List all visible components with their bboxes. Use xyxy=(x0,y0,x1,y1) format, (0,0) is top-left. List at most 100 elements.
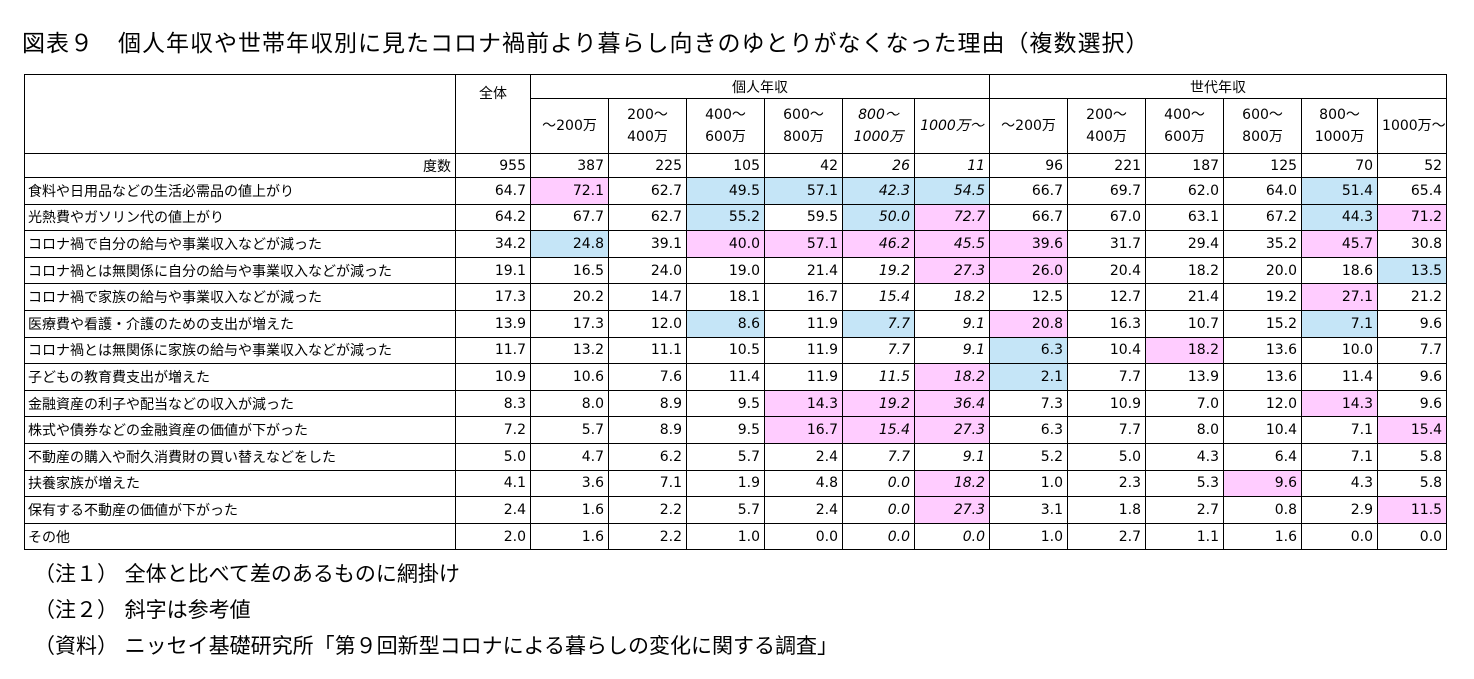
value-cell: 66.7 xyxy=(989,177,1069,205)
value-cell: 11.5 xyxy=(842,363,915,391)
value-cell: 18.2 xyxy=(913,283,991,311)
value-cell: 7.7 xyxy=(842,309,915,338)
table-row: 扶養家族が増えた 4.1 3.6 7.1 1.9 4.8 0.0 18.2 1.0 2.3 5.3 9… xyxy=(24,469,1448,498)
note-2: （注２） 斜字は参考値 xyxy=(34,598,251,622)
value-cell: 2.4 xyxy=(764,442,843,471)
value-cell: 7.7 xyxy=(842,336,915,365)
table-row: コロナ禍で家族の給与や事業収入などが減った 17.3 20.2 14.7 18.1 16.… xyxy=(24,283,1448,311)
value-cell: 12.0 xyxy=(608,309,687,338)
page-title: 図表９ 個人年収や世帯年収別に見たコロナ禍前より暮らし向きのゆとりがなくなった理… xyxy=(22,31,1150,57)
value-cell: 7.0 xyxy=(1145,389,1225,418)
value-cell: 50.0 xyxy=(842,203,915,232)
value-cell: 39.6 xyxy=(989,230,1069,258)
value-cell: 64.7 xyxy=(455,177,531,205)
value-cell: 1.1 xyxy=(1145,522,1225,551)
col-header-line: 800万 xyxy=(1242,129,1283,145)
value-cell: 30.8 xyxy=(1377,230,1448,258)
value-cell: 1.9 xyxy=(686,469,765,498)
personal-income-col-header: 400～ 600万 xyxy=(686,98,765,154)
value-cell: 9.5 xyxy=(686,389,765,418)
value-cell: 0.0 xyxy=(1377,522,1448,551)
value-cell: 10.6 xyxy=(530,363,609,391)
value-cell: 0.0 xyxy=(842,522,915,551)
value-cell: 15.4 xyxy=(842,283,915,311)
value-cell: 7.6 xyxy=(608,363,687,391)
value-cell: 11.9 xyxy=(764,336,843,365)
value-cell: 72.1 xyxy=(530,177,609,205)
table-row: コロナ禍とは無関係に家族の給与や事業収入などが減った 11.7 13.2 11.1 10… xyxy=(24,336,1448,365)
value-cell: 21.4 xyxy=(1145,283,1225,311)
value-cell: 10.0 xyxy=(1301,336,1379,365)
value-cell: 63.1 xyxy=(1145,203,1225,232)
value-cell: 10.5 xyxy=(686,336,765,365)
personal-income-col-header: 800～ 1000万 xyxy=(842,98,915,154)
table-row: 子どもの教育費支出が増えた 10.9 10.6 7.6 11.4 11.9 11.5 18.2… xyxy=(24,363,1448,391)
value-cell: 12.5 xyxy=(989,283,1069,311)
value-cell: 71.2 xyxy=(1377,203,1448,232)
value-cell: 44.3 xyxy=(1301,203,1379,232)
col-header-line: 1000万～ xyxy=(920,118,984,134)
table-row: 株式や債券などの金融資産の価値が下がった 7.2 5.7 8.9 9.5 16.7 15.4… xyxy=(24,416,1448,444)
value-cell: 5.2 xyxy=(989,442,1069,471)
value-cell: 12.7 xyxy=(1067,283,1147,311)
value-cell: 8.9 xyxy=(608,389,687,418)
row-label: 光熱費やガソリン代の値上がり xyxy=(24,203,456,232)
value-cell: 5.7 xyxy=(686,496,765,524)
table-row: 光熱費やガソリン代の値上がり 64.2 67.7 62.7 55.2 59.5 50.0 72… xyxy=(24,203,1448,232)
value-cell: 62.7 xyxy=(608,177,687,205)
value-cell: 3.6 xyxy=(530,469,609,498)
value-cell: 45.7 xyxy=(1301,230,1379,258)
value-cell: 9.5 xyxy=(686,416,765,444)
value-cell: 2.0 xyxy=(455,522,531,551)
value-cell: 2.9 xyxy=(1301,496,1379,524)
value-cell: 20.0 xyxy=(1223,256,1303,285)
value-cell: 4.7 xyxy=(530,442,609,471)
value-cell: 9.6 xyxy=(1377,389,1448,418)
value-cell: 11.7 xyxy=(455,336,531,365)
count-cell: 11 xyxy=(913,153,991,178)
value-cell: 54.5 xyxy=(913,177,991,205)
value-cell: 2.3 xyxy=(1067,469,1147,498)
notes: （注１） 全体と比べて差のあるものに網掛け （注２） 斜字は参考値 （資料） ニ… xyxy=(34,556,838,664)
value-cell: 27.3 xyxy=(913,496,991,524)
value-cell: 7.1 xyxy=(1301,416,1379,444)
col-header-line: 400～ xyxy=(705,107,746,123)
value-cell: 13.5 xyxy=(1377,256,1448,285)
col-header-line: 600～ xyxy=(783,107,824,123)
header-row-brackets: ～200万 200～ 400万 400～ 600万 600～ 800万 800～ 1000万 10… xyxy=(25,98,1448,154)
household-income-header: 世代年収 xyxy=(989,74,1448,99)
household-income-col-header: 400～ 600万 xyxy=(1145,98,1225,154)
header-row-groups: 全体 個人年収 世代年収 xyxy=(24,74,1448,154)
table-row: 食料や日用品などの生活必需品の値上がり 64.7 72.1 62.7 49.5 57.1 4… xyxy=(24,177,1448,205)
value-cell: 10.7 xyxy=(1145,309,1225,338)
value-cell: 18.2 xyxy=(1145,336,1225,365)
value-cell: 3.1 xyxy=(989,496,1069,524)
value-cell: 17.3 xyxy=(530,309,609,338)
value-cell: 11.4 xyxy=(686,363,765,391)
value-cell: 13.6 xyxy=(1223,336,1303,365)
col-header-line: 400万 xyxy=(1086,129,1127,145)
note-1: （注１） 全体と比べて差のあるものに網掛け xyxy=(34,562,460,586)
value-cell: 4.1 xyxy=(455,469,531,498)
value-cell: 10.9 xyxy=(1067,389,1147,418)
value-cell: 20.8 xyxy=(989,309,1069,338)
value-cell: 15.4 xyxy=(842,416,915,444)
value-cell: 10.4 xyxy=(1067,336,1147,365)
row-label: コロナ禍とは無関係に自分の給与や事業収入などが減った xyxy=(24,256,456,285)
table-row: コロナ禍で自分の給与や事業収入などが減った 34.2 24.8 39.1 40.0 57.… xyxy=(24,230,1448,258)
value-cell: 11.1 xyxy=(608,336,687,365)
row-label: 保有する不動産の価値が下がった xyxy=(24,496,456,524)
value-cell: 13.2 xyxy=(530,336,609,365)
value-cell: 5.7 xyxy=(686,442,765,471)
col-header-line: ～200万 xyxy=(542,118,597,134)
value-cell: 6.3 xyxy=(989,336,1069,365)
value-cell: 4.3 xyxy=(1145,442,1225,471)
value-cell: 19.2 xyxy=(842,256,915,285)
value-cell: 15.2 xyxy=(1223,309,1303,338)
value-cell: 36.4 xyxy=(913,389,991,418)
value-cell: 1.8 xyxy=(1067,496,1147,524)
value-cell: 18.6 xyxy=(1301,256,1379,285)
count-cell: 70 xyxy=(1301,153,1379,178)
count-cell: 26 xyxy=(842,153,915,178)
row-label: その他 xyxy=(24,522,456,551)
